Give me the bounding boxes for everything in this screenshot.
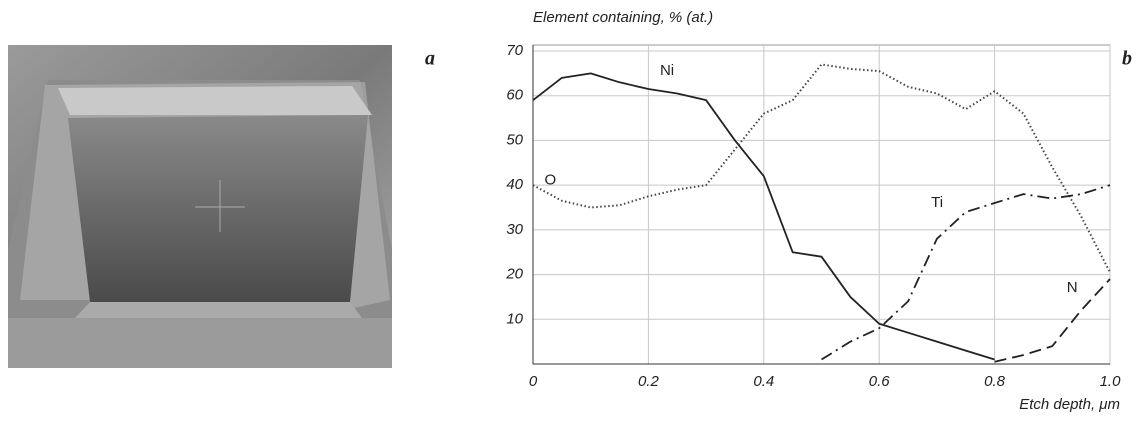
x-tick-label: 0.2 [638, 373, 660, 390]
series-label: Ni [660, 62, 674, 79]
panel-label: a [425, 48, 435, 70]
y-tick-label: 30 [506, 221, 523, 238]
x-tick-label: 1.0 [1100, 373, 1122, 390]
y-tick-label: 70 [506, 42, 523, 59]
x-tick-label: 0.8 [984, 373, 1006, 390]
plot-frame [532, 44, 1111, 365]
y-tick-label: 10 [506, 310, 523, 327]
y-tick-label: 50 [506, 131, 523, 148]
y-tick-label: 40 [506, 176, 523, 193]
x-tick-label: 0.6 [869, 373, 891, 390]
series-line [994, 278, 1111, 363]
panel-label: b [1122, 48, 1132, 70]
series-line [532, 63, 1111, 273]
y-tick-label: 60 [506, 87, 523, 104]
series-line [532, 72, 995, 361]
sem-image [8, 45, 392, 368]
series-label: Ti [931, 194, 943, 211]
x-tick-label: 0.4 [753, 373, 774, 390]
chart-title: Element containing, % (at.) [533, 9, 713, 26]
series-line [821, 184, 1111, 361]
series-label: O [545, 172, 557, 189]
x-axis-label: Etch depth, μm [1019, 396, 1120, 413]
y-tick-label: 20 [505, 266, 523, 283]
series-label: N [1067, 279, 1078, 296]
x-tick-label: 0 [529, 373, 538, 390]
